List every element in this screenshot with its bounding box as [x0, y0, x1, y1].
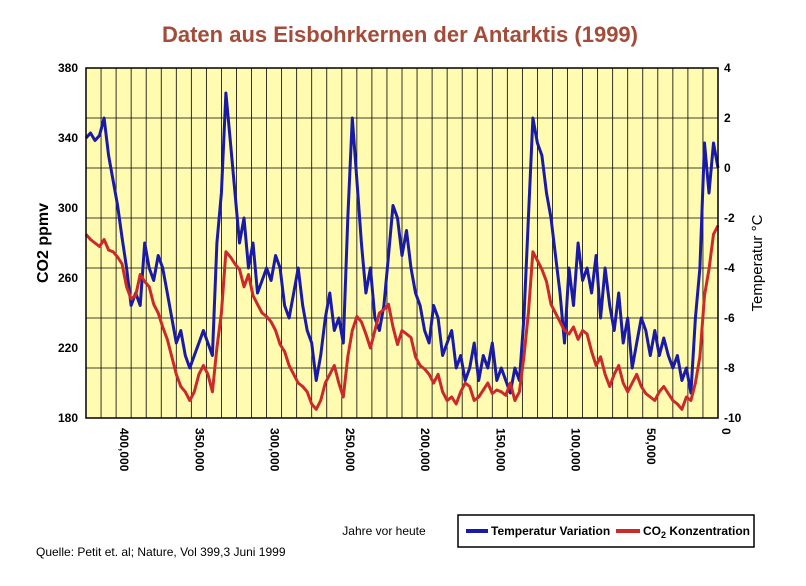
- x-axis-label: Jahre vor heute: [342, 524, 426, 538]
- x-tick-label: 150,000: [493, 428, 507, 472]
- y2-tick-label: 4: [724, 61, 731, 75]
- y2-tick-label: -4: [724, 261, 735, 275]
- x-tick-label: 400,000: [117, 428, 131, 472]
- y2-tick-label: 0: [724, 161, 731, 175]
- y-tick-label: 300: [58, 201, 78, 215]
- x-tick-label: 250,000: [343, 428, 357, 472]
- chart-title: Daten aus Eisbohrkernen der Antarktis (1…: [162, 22, 638, 47]
- y-tick-label: 180: [58, 411, 78, 425]
- x-axis-ticks: 400,000 350,000 300,000 250,000 200,000 150,0…: [117, 428, 733, 472]
- y2-tick-label: -10: [724, 411, 742, 425]
- legend-box: [457, 514, 755, 548]
- y2-tick-label: -6: [724, 311, 735, 325]
- x-tick-label: 100,000: [569, 428, 583, 472]
- left-axis-ticks: 380 340 300 260 220 180: [58, 61, 78, 425]
- x-tick-label: 300,000: [268, 428, 282, 472]
- y2-tick-label: 2: [724, 111, 731, 125]
- y2-tick-label: -8: [724, 361, 735, 375]
- x-tick-label: 0: [719, 428, 733, 435]
- series-line-co2: [84, 224, 720, 411]
- x-tick-label: 50,000: [644, 428, 658, 465]
- y-axis-label: CO2 ppmv: [35, 203, 52, 283]
- right-axis-ticks: 4 2 0 -2 -4 -6 -8 -10: [724, 61, 742, 425]
- x-tick-label: 350,000: [192, 428, 206, 472]
- legend-label-co2: CO2 Konzentration: [643, 524, 750, 540]
- series-line-temperature: [84, 91, 720, 395]
- y-tick-label: 260: [58, 271, 78, 285]
- y-tick-label: 220: [58, 341, 78, 355]
- legend: Temperatur Variation CO2 Konzentration: [457, 514, 755, 548]
- source-note: Quelle: Petit et. al; Nature, Vol 399,3 …: [36, 545, 286, 559]
- y2-tick-label: -2: [724, 211, 735, 225]
- y-tick-label: 380: [58, 61, 78, 75]
- plot-frame: [85, 67, 719, 419]
- y2-axis-label: Temperatur °C: [749, 214, 766, 311]
- legend-label-temperature: Temperatur Variation: [491, 524, 610, 538]
- series-layer: [84, 91, 720, 411]
- y-tick-label: 340: [58, 131, 78, 145]
- x-tick-label: 200,000: [418, 428, 432, 472]
